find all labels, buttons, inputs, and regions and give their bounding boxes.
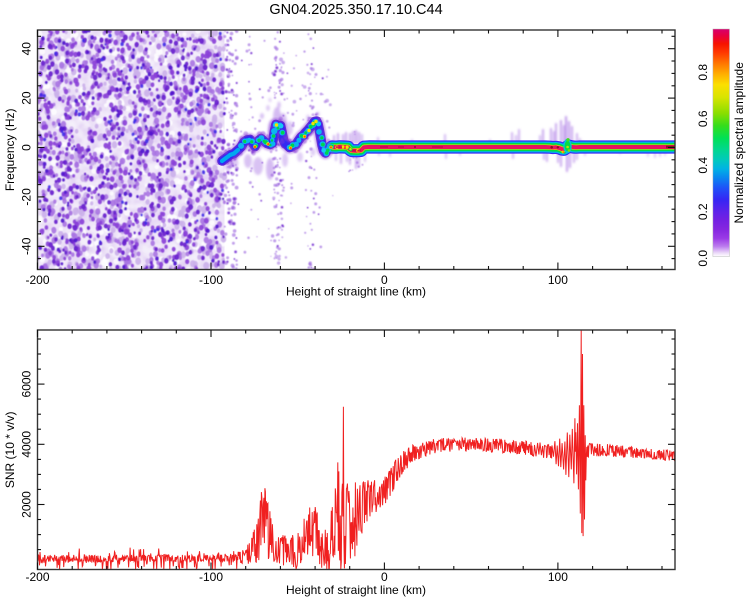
svg-text:-100: -100 <box>199 273 223 287</box>
svg-text:0.4: 0.4 <box>696 157 710 174</box>
svg-text:Frequency (Hz): Frequency (Hz) <box>3 108 17 191</box>
svg-text:0.8: 0.8 <box>696 64 710 81</box>
svg-text:SNR (10 * v/v): SNR (10 * v/v) <box>3 411 17 488</box>
svg-text:-20: -20 <box>20 188 34 206</box>
svg-text:Normalized spectral amplitude: Normalized spectral amplitude <box>732 62 746 224</box>
svg-text:40: 40 <box>20 42 34 56</box>
svg-text:0: 0 <box>381 273 388 287</box>
svg-text:0: 0 <box>381 570 388 584</box>
svg-text:Height of straight line (km): Height of straight line (km) <box>286 285 426 299</box>
svg-text:100: 100 <box>548 570 568 584</box>
svg-text:0.2: 0.2 <box>696 203 710 220</box>
svg-text:-100: -100 <box>199 570 223 584</box>
svg-text:-40: -40 <box>20 237 34 255</box>
svg-text:0.0: 0.0 <box>696 250 710 267</box>
svg-text:-200: -200 <box>25 273 49 287</box>
svg-text:0.6: 0.6 <box>696 110 710 127</box>
svg-text:Height of straight line (km): Height of straight line (km) <box>286 583 426 597</box>
svg-text:0: 0 <box>20 144 34 151</box>
svg-text:GN04.2025.350.17.10.C44: GN04.2025.350.17.10.C44 <box>269 2 442 18</box>
svg-text:-200: -200 <box>25 570 49 584</box>
svg-text:100: 100 <box>548 273 568 287</box>
svg-text:6000: 6000 <box>20 370 34 397</box>
svg-text:20: 20 <box>20 91 34 105</box>
svg-text:2000: 2000 <box>20 491 34 518</box>
svg-text:4000: 4000 <box>20 431 34 458</box>
